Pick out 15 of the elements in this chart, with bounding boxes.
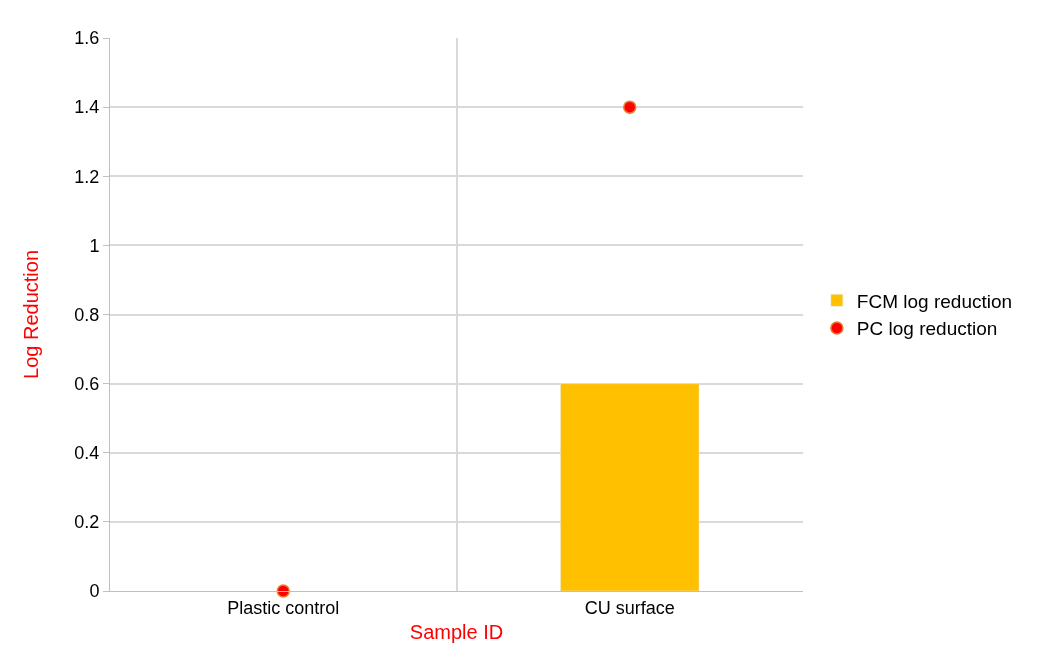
y-tick-label: 1.6	[74, 28, 100, 49]
x-tick-label: Plastic control	[227, 597, 340, 618]
y-tick-label: 1.2	[74, 166, 100, 187]
y-tick-label: 0.4	[74, 443, 100, 464]
y-tick-label: 0	[89, 581, 100, 602]
y-tick-label: 1	[89, 235, 100, 256]
legend-label: PC log reduction	[856, 318, 998, 340]
y-tick-label: 0.6	[74, 373, 100, 394]
x-axis-title: Sample ID	[409, 621, 504, 644]
x-tick-label: CU surface	[584, 597, 675, 618]
y-tick-label: 0.2	[74, 512, 100, 533]
y-axis-title: Log Reduction	[19, 250, 42, 379]
legend-label: FCM log reduction	[856, 290, 1013, 312]
y-tick-label: 1.4	[74, 97, 100, 118]
y-tick-label: 0.8	[74, 304, 100, 325]
